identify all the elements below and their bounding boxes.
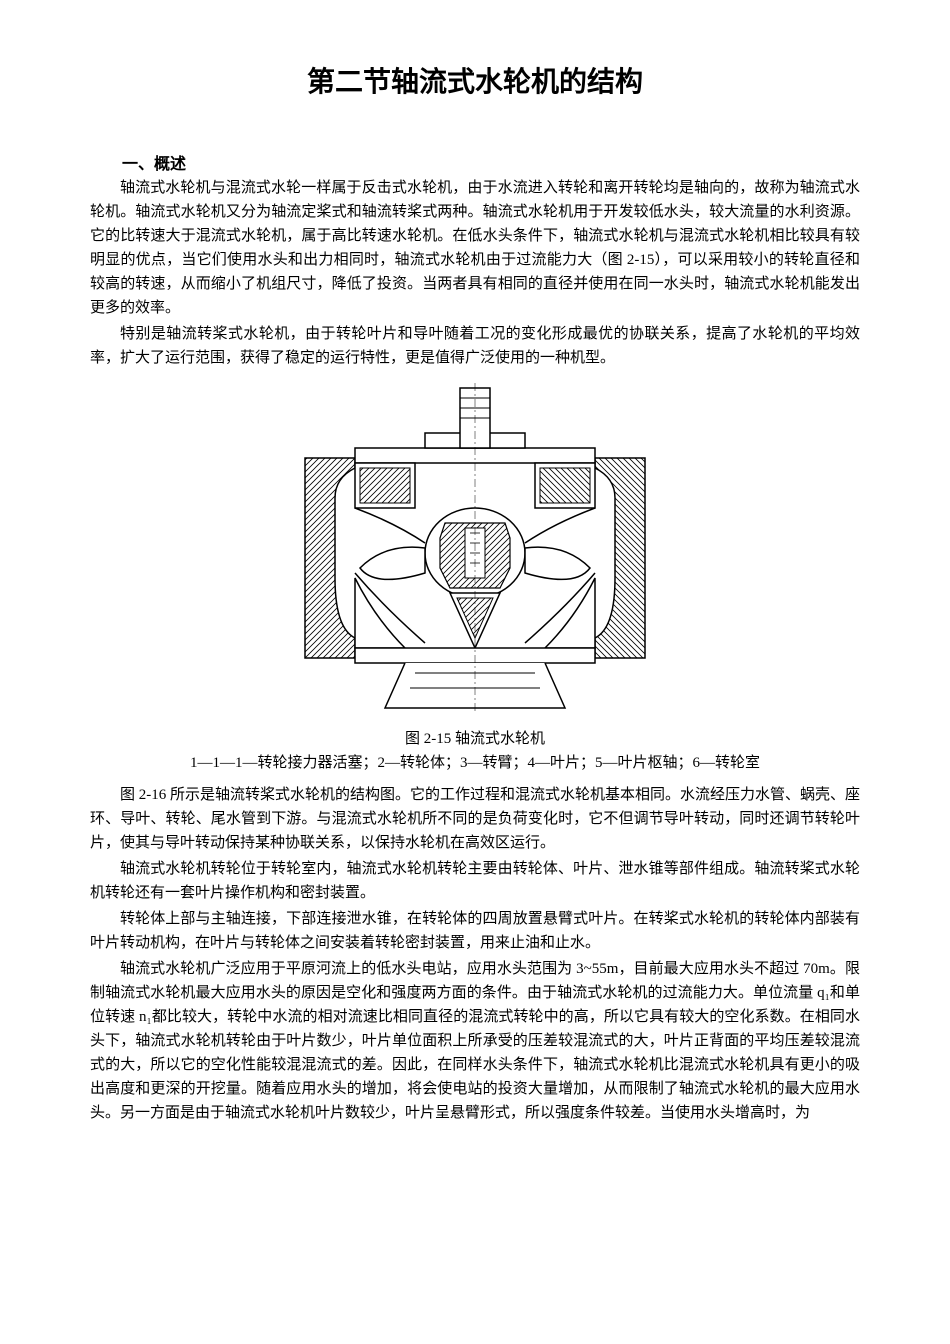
- figure-caption-main: 图 2-15 轴流式水轮机: [90, 727, 860, 751]
- figure-caption-sub: 1—1—1—转轮接力器活塞；2—转轮体；3—转臂；4—叶片；5—叶片枢轴；6—转…: [90, 751, 860, 775]
- paragraph-4: 轴流式水轮机转轮位于转轮室内，轴流式水轮机转轮主要由转轮体、叶片、泄水锥等部件组…: [90, 857, 860, 905]
- paragraph-1: 轴流式水轮机与混流式水轮一样属于反击式水轮机，由于水流进入转轮和离开转轮均是轴向…: [90, 176, 860, 320]
- turbine-diagram: [285, 378, 665, 718]
- document-title: 第二节轴流式水轮机的结构: [90, 60, 860, 100]
- figure-container: 图 2-15 轴流式水轮机 1—1—1—转轮接力器活塞；2—转轮体；3—转臂；4…: [90, 378, 860, 775]
- paragraph-6: 轴流式水轮机广泛应用于平原河流上的低水头电站，应用水头范围为 3~55m，目前最…: [90, 957, 860, 1125]
- section-heading-overview: 一、概述: [90, 150, 860, 174]
- paragraph-5: 转轮体上部与主轴连接，下部连接泄水锥，在转轮体的四周放置悬臂式叶片。在转桨式水轮…: [90, 907, 860, 955]
- paragraph-3: 图 2-16 所示是轴流转桨式水轮机的结构图。它的工作过程和混流式水轮机基本相同…: [90, 783, 860, 855]
- paragraph-2: 特别是轴流转桨式水轮机，由于转轮叶片和导叶随着工况的变化形成最优的协联关系，提高…: [90, 322, 860, 370]
